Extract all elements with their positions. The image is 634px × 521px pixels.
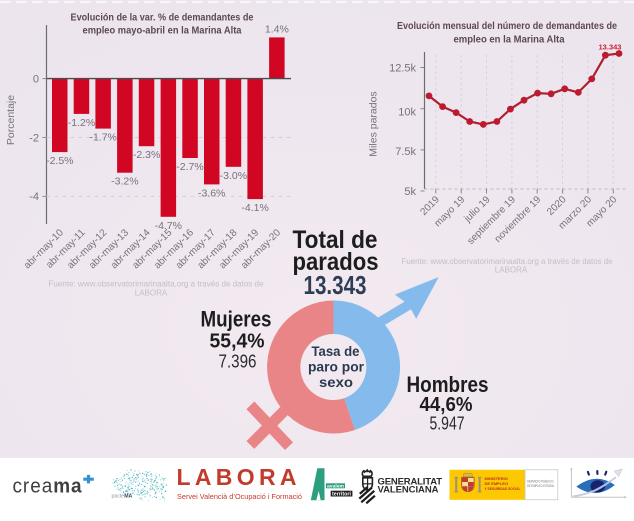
svg-text:paro por: paro por bbox=[308, 359, 365, 375]
svg-text:5.947: 5.947 bbox=[430, 414, 465, 434]
svg-text:Tasa de: Tasa de bbox=[312, 343, 360, 359]
svg-text:-1.2%: -1.2% bbox=[68, 117, 95, 129]
svg-text:VALENCIANA: VALENCIANA bbox=[378, 484, 439, 495]
svg-text:-3.6%: -3.6% bbox=[198, 187, 225, 199]
svg-text:sexo: sexo bbox=[319, 374, 353, 390]
svg-text:0: 0 bbox=[33, 73, 39, 85]
svg-text:55,4%: 55,4% bbox=[210, 331, 265, 353]
svg-text:-2: -2 bbox=[29, 132, 39, 144]
svg-text:Servei Valencià d’Ocupació i F: Servei Valencià d’Ocupació i Formació bbox=[177, 492, 302, 501]
svg-text:DE EMPLEO ESTATAL: DE EMPLEO ESTATAL bbox=[527, 484, 555, 488]
svg-text:-1.7%: -1.7% bbox=[89, 132, 116, 144]
svg-text:pacteMA: pacteMA bbox=[112, 494, 133, 500]
svg-text:MINISTERIO: MINISTERIO bbox=[485, 476, 508, 481]
svg-text:10k: 10k bbox=[398, 106, 416, 118]
svg-text:5k: 5k bbox=[404, 186, 416, 198]
svg-text:Evolución mensual del número d: Evolución mensual del número de demandan… bbox=[397, 21, 617, 32]
svg-text:Total de: Total de bbox=[293, 226, 378, 254]
svg-text:-4: -4 bbox=[29, 191, 39, 203]
svg-text:-3.0%: -3.0% bbox=[220, 170, 247, 182]
svg-text:-2.5%: -2.5% bbox=[46, 155, 73, 167]
svg-text:13.343: 13.343 bbox=[304, 270, 367, 300]
svg-text:avalem: avalem bbox=[327, 483, 344, 488]
svg-text:territori: territori bbox=[332, 492, 352, 498]
svg-text:7.5k: 7.5k bbox=[395, 146, 416, 158]
svg-text:Hombres: Hombres bbox=[407, 372, 489, 397]
svg-text:-3.2%: -3.2% bbox=[111, 176, 138, 188]
svg-text:Mujeres: Mujeres bbox=[201, 307, 272, 332]
svg-text:Fuente: www.observatorimarinaa: Fuente: www.observatorimarinaalta.org a … bbox=[402, 257, 614, 266]
svg-text:DE EMPLEO: DE EMPLEO bbox=[485, 481, 509, 486]
svg-text:12.5k: 12.5k bbox=[389, 63, 416, 75]
svg-text:empleo en la Marina Alta: empleo en la Marina Alta bbox=[454, 35, 565, 46]
svg-text:Y SEGURIDAD SOCIAL: Y SEGURIDAD SOCIAL bbox=[485, 486, 521, 491]
svg-text:-4.7%: -4.7% bbox=[155, 220, 182, 232]
svg-text:1.4%: 1.4% bbox=[265, 23, 289, 35]
svg-text:-2.7%: -2.7% bbox=[176, 161, 203, 173]
svg-text:Porcentaje: Porcentaje bbox=[5, 95, 17, 145]
svg-text:parados: parados bbox=[293, 248, 379, 276]
svg-text:LABORA: LABORA bbox=[495, 266, 528, 275]
svg-text:44,6%: 44,6% bbox=[420, 394, 473, 416]
svg-text:13.343: 13.343 bbox=[599, 43, 622, 52]
svg-text:-4.1%: -4.1% bbox=[241, 202, 268, 214]
svg-text:GENERALITAT: GENERALITAT bbox=[378, 477, 443, 488]
svg-text:SERVICIO PÚBLICO: SERVICIO PÚBLICO bbox=[527, 479, 554, 484]
svg-text:7.396: 7.396 bbox=[219, 352, 257, 372]
svg-text:LABORA: LABORA bbox=[135, 289, 168, 298]
svg-text:Fuente: www.observatorimarinaa: Fuente: www.observatorimarinaalta.org a … bbox=[49, 280, 265, 289]
svg-text:empleo mayo-abril en la Marina: empleo mayo-abril en la Marina Alta bbox=[83, 26, 242, 37]
svg-text:creama: creama bbox=[13, 476, 83, 498]
svg-text:Evolución de la var. % de dema: Evolución de la var. % de demandantes de bbox=[71, 13, 254, 24]
svg-text:Miles parados: Miles parados bbox=[368, 91, 380, 156]
svg-text:-2.3%: -2.3% bbox=[133, 149, 160, 161]
